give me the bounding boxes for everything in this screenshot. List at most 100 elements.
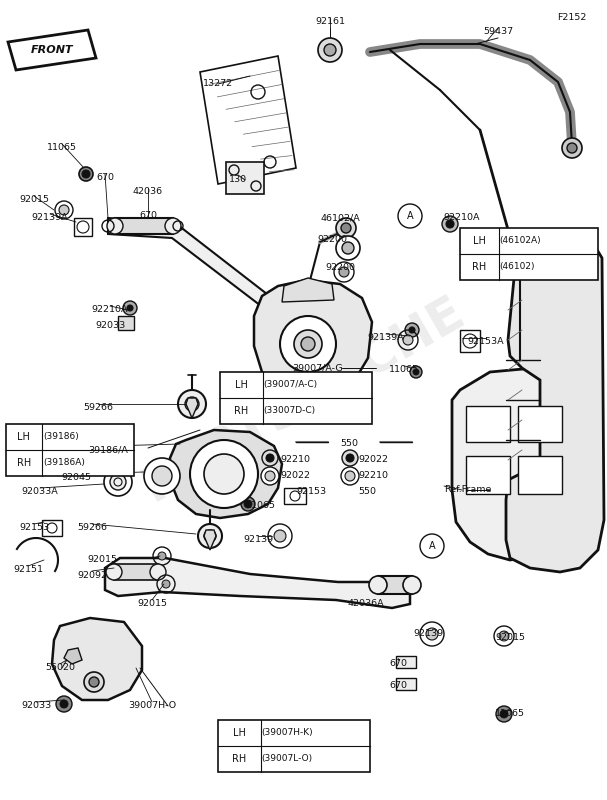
Text: (33007D-C): (33007D-C) — [263, 406, 316, 415]
Text: (39186A): (39186A) — [43, 458, 85, 467]
Bar — [118, 316, 134, 330]
Bar — [114, 564, 158, 580]
Polygon shape — [282, 278, 334, 302]
Circle shape — [84, 672, 104, 692]
Bar — [226, 162, 264, 194]
Circle shape — [110, 474, 126, 490]
Circle shape — [294, 330, 322, 358]
Bar — [74, 218, 92, 236]
Circle shape — [89, 677, 99, 687]
Text: LH: LH — [233, 728, 246, 738]
Circle shape — [369, 576, 387, 594]
Circle shape — [345, 471, 355, 481]
Circle shape — [150, 564, 166, 580]
Text: 92153: 92153 — [296, 487, 326, 497]
Text: 130: 130 — [229, 175, 247, 185]
Circle shape — [446, 220, 454, 228]
Text: (39186): (39186) — [43, 433, 78, 442]
Circle shape — [442, 216, 458, 232]
Circle shape — [162, 580, 170, 588]
Bar — [518, 406, 562, 442]
Text: 92033: 92033 — [21, 702, 51, 710]
Circle shape — [106, 564, 122, 580]
Circle shape — [158, 552, 166, 560]
Bar — [518, 456, 562, 494]
Text: 92210: 92210 — [280, 455, 310, 465]
Polygon shape — [52, 618, 142, 700]
Text: 39007/A-G: 39007/A-G — [293, 363, 344, 373]
Bar — [6, 424, 134, 476]
Text: RH: RH — [234, 406, 248, 416]
Text: 13272: 13272 — [203, 79, 233, 89]
Bar — [396, 678, 416, 690]
Bar — [378, 576, 412, 594]
Text: 59266: 59266 — [77, 523, 107, 533]
Polygon shape — [452, 368, 572, 560]
Text: RH: RH — [232, 754, 246, 764]
Circle shape — [409, 327, 415, 333]
Circle shape — [107, 218, 123, 234]
Circle shape — [496, 706, 512, 722]
Bar — [42, 520, 62, 536]
Text: 92015: 92015 — [495, 634, 525, 642]
Text: 39186/A: 39186/A — [88, 446, 128, 454]
Bar — [220, 372, 372, 424]
Circle shape — [336, 218, 356, 238]
Circle shape — [82, 170, 90, 178]
Circle shape — [403, 335, 413, 345]
Circle shape — [336, 236, 360, 260]
Text: 92151: 92151 — [13, 566, 43, 574]
Polygon shape — [506, 230, 604, 572]
Text: 42036A: 42036A — [348, 599, 384, 609]
Circle shape — [190, 440, 258, 508]
Text: 670: 670 — [139, 210, 157, 219]
Circle shape — [178, 390, 206, 418]
Text: FRONT: FRONT — [31, 45, 73, 55]
Text: (39007/A-C): (39007/A-C) — [263, 381, 317, 390]
Text: 92161: 92161 — [315, 18, 345, 26]
Text: 92045: 92045 — [61, 474, 91, 482]
Bar — [115, 218, 173, 234]
Circle shape — [262, 450, 278, 466]
Text: 46102/A: 46102/A — [320, 214, 360, 222]
Text: 59266: 59266 — [83, 403, 113, 413]
Circle shape — [324, 44, 336, 56]
Circle shape — [244, 500, 252, 508]
Circle shape — [127, 305, 133, 311]
Text: 55020: 55020 — [45, 663, 75, 673]
Circle shape — [341, 467, 359, 485]
Text: 11065: 11065 — [47, 143, 77, 153]
Polygon shape — [108, 218, 320, 324]
Polygon shape — [254, 280, 372, 398]
Circle shape — [165, 218, 181, 234]
Circle shape — [280, 316, 336, 372]
Polygon shape — [284, 390, 332, 408]
Text: PARTS-FICHE: PARTS-FICHE — [134, 288, 473, 512]
Circle shape — [500, 710, 508, 718]
Text: LH: LH — [235, 380, 248, 390]
Text: 92015: 92015 — [137, 599, 167, 609]
Text: 92033: 92033 — [95, 322, 125, 330]
Text: 92022: 92022 — [280, 471, 310, 481]
Circle shape — [185, 397, 199, 411]
Text: 670: 670 — [96, 174, 114, 182]
Text: 92022: 92022 — [358, 455, 388, 465]
Circle shape — [499, 631, 509, 641]
Circle shape — [261, 467, 279, 485]
Text: 59437: 59437 — [483, 27, 513, 37]
Text: 11065: 11065 — [389, 366, 419, 374]
Text: 11065: 11065 — [495, 710, 525, 718]
Text: RH: RH — [472, 262, 486, 272]
Text: 92139A: 92139A — [368, 334, 404, 342]
Circle shape — [123, 301, 137, 315]
Text: 92200: 92200 — [325, 263, 355, 273]
Text: 92015: 92015 — [19, 195, 49, 205]
Text: (46102A): (46102A) — [500, 237, 541, 246]
Text: RH: RH — [17, 458, 31, 468]
Bar — [284, 488, 306, 504]
Text: 42036: 42036 — [133, 187, 163, 197]
Circle shape — [403, 576, 421, 594]
Text: 92200: 92200 — [317, 235, 347, 245]
Bar — [218, 720, 370, 772]
Circle shape — [56, 696, 72, 712]
